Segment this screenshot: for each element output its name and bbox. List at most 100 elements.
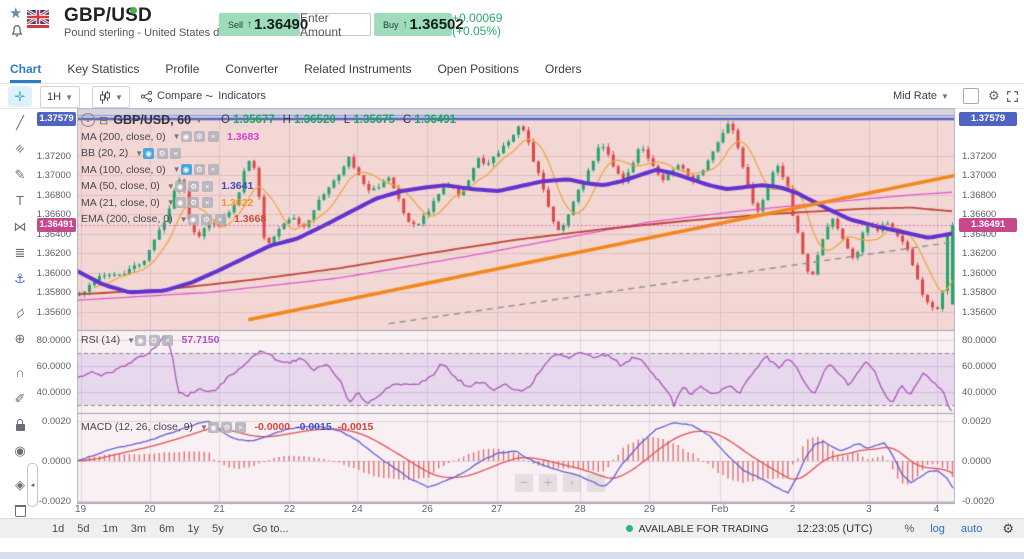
anchor-icon[interactable]: ⚓ <box>8 268 32 289</box>
range-6m[interactable]: 6m <box>159 522 175 535</box>
range-5y[interactable]: 5y <box>211 522 224 535</box>
interval-dropdown[interactable]: 1H ▼ <box>40 86 80 108</box>
magnet-icon[interactable]: ∩ <box>8 362 32 383</box>
chart-canvas[interactable] <box>77 108 955 518</box>
gear-icon[interactable]: ⚙ <box>148 334 160 346</box>
chart-settings-button[interactable]: ⚙ <box>988 86 1000 106</box>
page-section-divider <box>0 552 1024 559</box>
price-axis-right[interactable]: 1.37200 1.37000 1.36800 1.36600 1.36400 1.362… <box>960 108 1022 518</box>
drawing-mode-icon[interactable]: ✐ <box>8 388 32 409</box>
range-1m[interactable]: 1m <box>102 522 118 535</box>
buy-button[interactable]: Buy ↑ 1.36502 <box>374 13 464 36</box>
buy-arrow-icon: ↑ <box>402 19 408 30</box>
tab-converter[interactable]: Converter <box>225 62 279 76</box>
pane-layout-icon[interactable]: ⊟ <box>99 114 109 127</box>
panel-scroll-handle[interactable]: ◂ <box>27 463 38 507</box>
gear-icon[interactable]: ⚙ <box>1002 520 1014 536</box>
gear-icon[interactable]: ⚙ <box>188 197 200 209</box>
chevron-down-icon[interactable]: ▼ <box>172 132 181 142</box>
study-row: MA (50, close, 0) ▼ ◉ ⚙ × 1.3641 <box>81 178 456 195</box>
tab-key-statistics[interactable]: Key Statistics <box>67 62 140 76</box>
crosshair-icon[interactable]: ✛ <box>8 86 32 107</box>
tab-related-instruments[interactable]: Related Instruments <box>304 62 412 76</box>
gear-icon[interactable]: ⚙ <box>156 147 168 159</box>
date-label: 2 <box>789 504 796 515</box>
range-1d[interactable]: 1d <box>52 522 65 535</box>
eye-icon[interactable]: ◉ <box>135 334 147 346</box>
fullscreen-icon <box>1007 90 1018 102</box>
hide-all-icon[interactable]: ◉ <box>8 440 32 461</box>
range-3m[interactable]: 3m <box>130 522 147 535</box>
close-icon[interactable]: × <box>201 197 213 209</box>
close-icon[interactable]: × <box>214 213 226 225</box>
compare-button[interactable]: Compare <box>140 86 202 106</box>
remove-drawings-icon[interactable] <box>8 500 32 521</box>
rate-type-dropdown[interactable]: Mid Rate ▼ <box>893 86 949 106</box>
gear-icon[interactable]: ⚙ <box>194 131 206 143</box>
eye-icon[interactable]: ◉ <box>187 213 199 225</box>
close-icon[interactable]: × <box>201 180 213 192</box>
percent-scale-button[interactable]: % <box>904 522 915 535</box>
fullscreen-button[interactable] <box>1006 86 1019 106</box>
close-icon[interactable]: × <box>207 131 219 143</box>
lock-all-icon[interactable] <box>8 414 32 435</box>
close-icon[interactable]: × <box>170 147 182 159</box>
chevron-down-icon[interactable]: ▼ <box>166 198 175 208</box>
close-icon[interactable]: × <box>162 334 174 346</box>
eye-icon[interactable]: ◉ <box>207 421 219 433</box>
enter-amount-button[interactable]: Enter Amount <box>299 11 371 39</box>
snapshot-button[interactable] <box>963 86 979 106</box>
sell-button[interactable]: Sell ↑ 1.36490 <box>219 13 308 36</box>
collapse-legend-icon[interactable]: ⌄ <box>81 113 95 128</box>
measure-ruler-icon[interactable]: ▱ <box>8 302 32 323</box>
chevron-down-icon[interactable]: ▼ <box>179 214 188 224</box>
chevron-down-icon[interactable]: ▼ <box>172 165 181 175</box>
tab-open-positions[interactable]: Open Positions <box>437 62 519 76</box>
eye-icon[interactable]: ◉ <box>174 180 186 192</box>
chevron-down-icon[interactable]: ▼ <box>195 115 203 125</box>
chevron-down-icon[interactable]: ▼ <box>200 422 208 432</box>
chart-bottom-bar: 1d 5d 1m 3m 6m 1y 5y Go to... AVAILABLE FOR TR… <box>0 518 1024 538</box>
tab-orders[interactable]: Orders <box>544 62 582 76</box>
goto-button[interactable]: Go to... <box>252 522 289 535</box>
time-axis[interactable]: 19 20 21 22 24 26 27 28 29 Feb 2 3 4 <box>75 504 955 517</box>
object-tree-icon[interactable]: ◈ <box>8 474 32 495</box>
date-label: 20 <box>144 504 156 515</box>
tab-chart[interactable]: Chart <box>10 62 42 83</box>
axis-tick-label: 1.35800 <box>962 287 997 299</box>
indicators-button[interactable]: ~ Indicators <box>205 86 266 106</box>
chevron-down-icon[interactable]: ▼ <box>166 181 175 191</box>
price-axis-left[interactable]: 1.37200 1.37000 1.36800 1.36600 1.36400 1.362… <box>37 108 74 518</box>
chevron-down-icon[interactable]: ▼ <box>127 335 136 345</box>
range-1y[interactable]: 1y <box>187 522 199 535</box>
eye-icon[interactable]: ◉ <box>180 131 192 143</box>
gear-icon[interactable]: ⚙ <box>194 164 206 176</box>
chevron-down-icon: ▼ <box>65 92 73 102</box>
alert-bell-icon[interactable] <box>10 24 24 38</box>
live-status-dot <box>130 7 137 14</box>
tab-profile[interactable]: Profile <box>165 62 200 76</box>
chart-style-dropdown[interactable]: ▼ <box>92 86 130 108</box>
xabcd-pattern-icon[interactable]: ⋈ <box>8 216 32 237</box>
fib-lines-icon[interactable]: ≡ <box>8 138 32 159</box>
gear-icon[interactable]: ⚙ <box>201 213 213 225</box>
range-5d[interactable]: 5d <box>77 522 90 535</box>
auto-scale-button[interactable]: auto <box>960 522 983 535</box>
eye-icon[interactable]: ◉ <box>143 147 155 159</box>
date-label: 22 <box>283 504 296 515</box>
gear-icon[interactable]: ⚙ <box>188 180 200 192</box>
forecast-tool-icon[interactable]: ≣ <box>8 242 32 263</box>
close-icon[interactable]: × <box>207 164 219 176</box>
text-tool-icon[interactable]: T <box>8 190 32 211</box>
eye-icon[interactable]: ◉ <box>180 164 192 176</box>
favorite-star-icon[interactable]: ★ <box>9 5 23 22</box>
ohlc-value: 1.36520 <box>290 114 336 127</box>
trend-line-icon[interactable]: ╱ <box>8 112 32 133</box>
close-icon[interactable]: × <box>234 421 246 433</box>
chevron-down-icon[interactable]: ▼ <box>135 148 144 158</box>
log-scale-button[interactable]: log <box>930 522 945 535</box>
zoom-in-icon[interactable]: ⊕ <box>8 328 32 349</box>
eye-icon[interactable]: ◉ <box>174 197 186 209</box>
gear-icon[interactable]: ⚙ <box>221 421 233 433</box>
brush-icon[interactable]: ✎ <box>8 164 32 185</box>
